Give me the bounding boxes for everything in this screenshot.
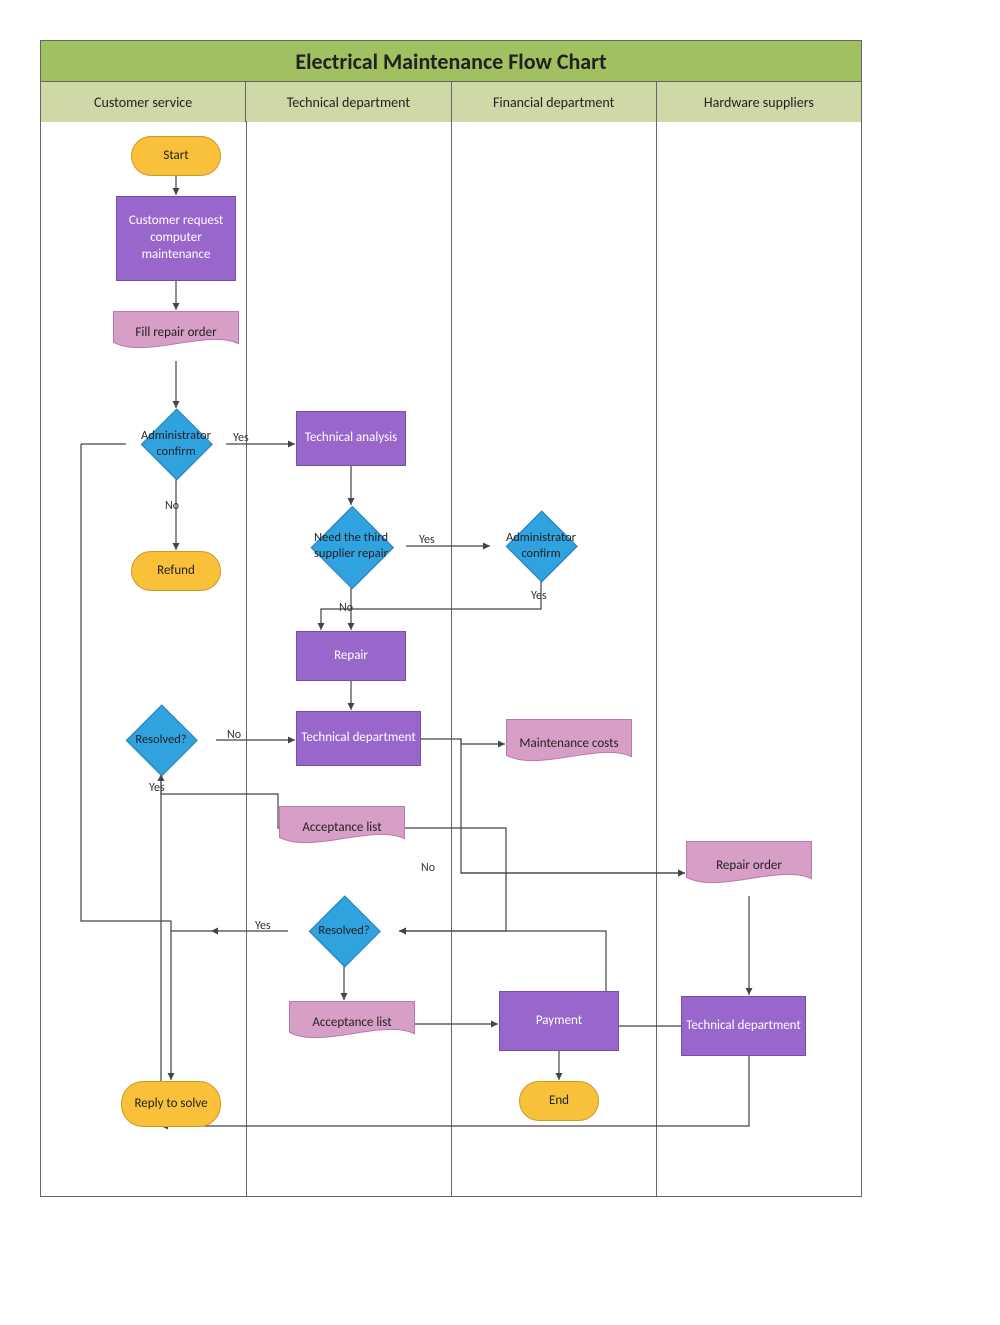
node-payment: Payment <box>499 991 619 1051</box>
node-start: Start <box>131 136 221 176</box>
decision-label: Need the third supplier repair <box>296 506 406 586</box>
lane-header: Customer service <box>41 82 246 122</box>
edge-label-yes: Yes <box>419 533 435 547</box>
node-resolved-1: Resolved? <box>106 705 216 775</box>
edge-label-yes: Yes <box>149 781 165 795</box>
node-end: End <box>519 1081 599 1121</box>
decision-label: Administrator confirm <box>126 409 226 479</box>
flowchart-container: Electrical Maintenance Flow Chart Custom… <box>40 40 862 1197</box>
doc-label: Acceptance list <box>302 820 381 837</box>
decision-label: Resolved? <box>106 705 216 775</box>
node-technical-analysis: Technical analysis <box>296 411 406 466</box>
node-maintenance-costs: Maintenance costs <box>506 719 632 769</box>
decision-label: Resolved? <box>289 896 399 966</box>
node-refund: Refund <box>131 551 221 591</box>
node-fill-repair-order: Fill repair order <box>113 311 239 356</box>
node-acceptance-1: Acceptance list <box>279 806 405 851</box>
lane-header: Hardware suppliers <box>657 82 861 122</box>
edge-label-no: No <box>421 861 435 875</box>
edge-label-no: No <box>339 601 353 615</box>
edge-label-no: No <box>165 499 179 513</box>
edge-label-no: No <box>227 728 241 742</box>
node-admin-confirm-1: Administrator confirm <box>126 409 226 479</box>
decision-label: Administrator confirm <box>491 511 591 581</box>
lane-headers: Customer service Technical department Fi… <box>41 82 861 122</box>
node-tech-dept-1: Technical department <box>296 711 421 766</box>
doc-label: Maintenance costs <box>519 736 618 753</box>
node-acceptance-2: Acceptance list <box>289 1001 415 1046</box>
lane-header: Financial department <box>452 82 657 122</box>
node-reply: Reply to solve <box>121 1081 221 1127</box>
node-need-supplier: Need the third supplier repair <box>296 506 406 586</box>
doc-label: Acceptance list <box>312 1015 391 1032</box>
node-repair-order: Repair order <box>686 841 812 891</box>
edge-label-yes: Yes <box>233 431 249 445</box>
node-resolved-2: Resolved? <box>289 896 399 966</box>
lane-header: Technical department <box>246 82 451 122</box>
chart-title: Electrical Maintenance Flow Chart <box>41 41 861 82</box>
flow-body: Start Customer request computer maintena… <box>41 121 861 1196</box>
node-tech-dept-2: Technical department <box>681 996 806 1056</box>
edge-label-yes: Yes <box>255 919 271 933</box>
doc-label: Fill repair order <box>135 325 216 342</box>
edge-label-yes: Yes <box>531 589 547 603</box>
node-admin-confirm-2: Administrator confirm <box>491 511 591 581</box>
node-customer-request: Customer request computer maintenance <box>116 196 236 281</box>
doc-label: Repair order <box>716 858 782 875</box>
node-repair: Repair <box>296 631 406 681</box>
